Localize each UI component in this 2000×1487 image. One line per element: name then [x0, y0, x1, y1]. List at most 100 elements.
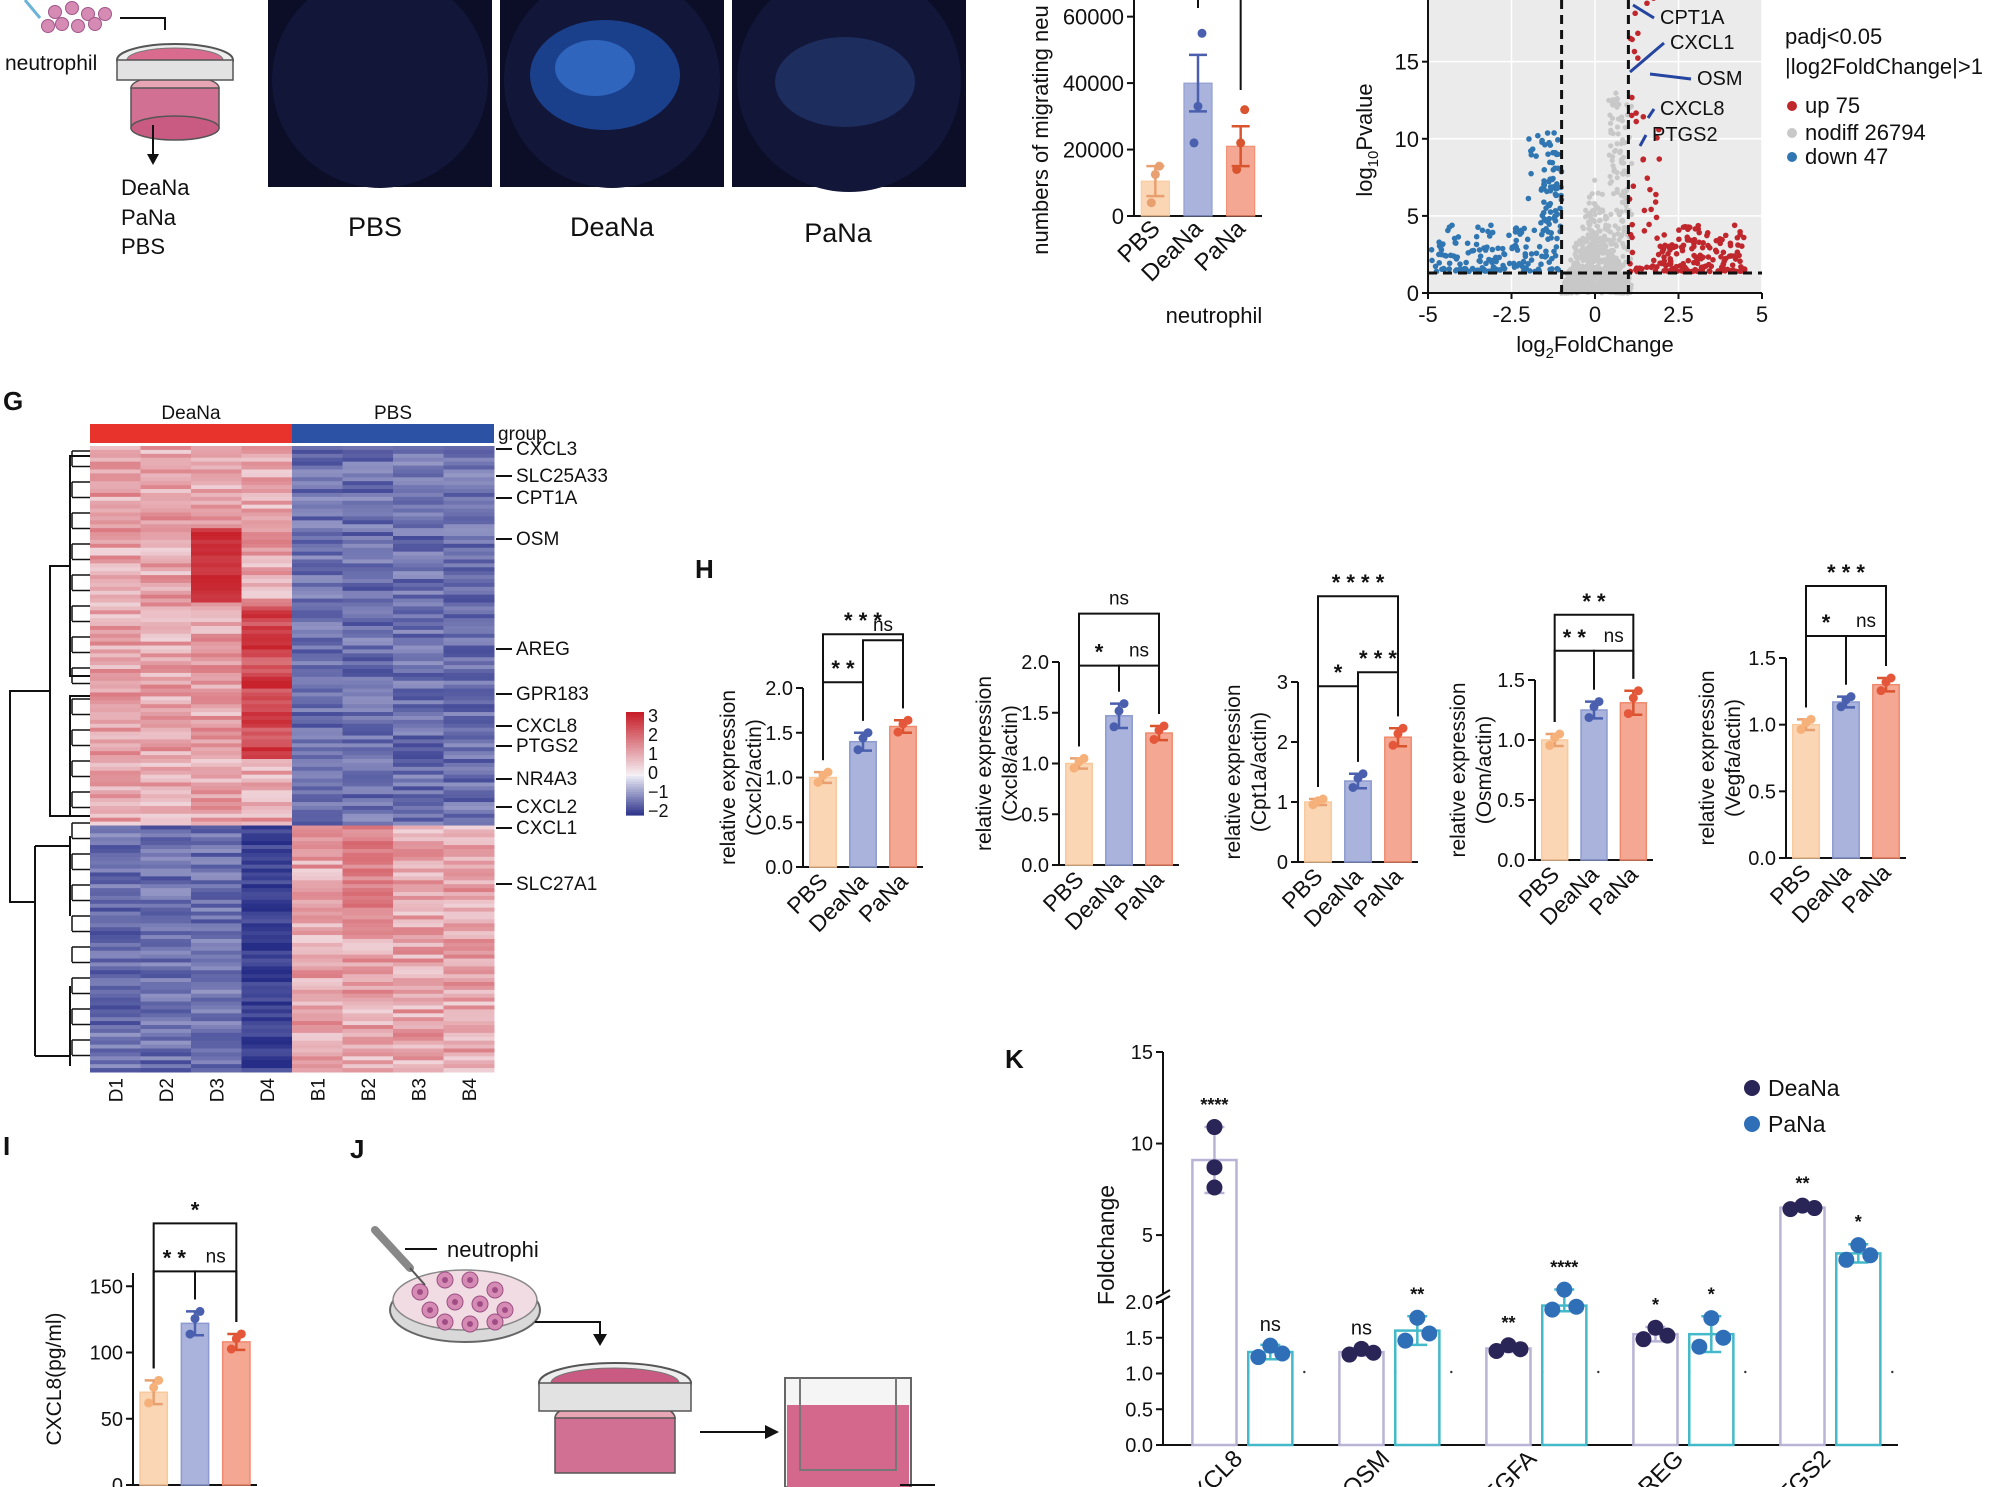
up-point: [1727, 242, 1734, 249]
y-axis-label: relative expression: [1696, 670, 1719, 845]
data-point: [1114, 706, 1124, 716]
up-point: [1631, 48, 1638, 55]
data-point: [1193, 101, 1203, 111]
y-axis-label-gene: (Cpt1a/actin): [1248, 712, 1271, 832]
y-axis-label-gene: (Osm/actin): [1473, 716, 1496, 825]
cell: [81, 7, 95, 21]
significance-bracket: [1317, 595, 1399, 787]
significance-label: ns: [1856, 611, 1876, 632]
bar-deana-areg: [1632, 1332, 1679, 1447]
data-point: [144, 1398, 154, 1408]
panel-label-j: J: [350, 1134, 364, 1164]
down-point: [1524, 236, 1531, 243]
y-tick-label: 15: [1131, 1042, 1153, 1064]
legend-entry: down 47: [1805, 144, 1888, 169]
significance-label: *: [191, 1197, 200, 1222]
significance-label: ****: [1200, 1095, 1228, 1115]
heatmap-column-label: D3: [207, 1078, 228, 1102]
scale-tick: −1: [648, 782, 669, 802]
down-point: [1520, 258, 1527, 265]
up-point: [1635, 30, 1641, 37]
bar-deana-ptgs2: [1779, 1206, 1826, 1447]
down-point: [1457, 261, 1463, 267]
data-point: [1691, 1338, 1708, 1355]
down-point: [1538, 219, 1544, 226]
up-point: [1731, 222, 1738, 229]
down-point: [1518, 229, 1525, 236]
down-point: [1501, 251, 1507, 257]
y-tick-label: 1.5: [1021, 703, 1049, 725]
data-point: [1796, 724, 1806, 734]
up-point: [1695, 255, 1702, 261]
bar-deana-osm: [1338, 1350, 1385, 1447]
scale-tick: −2: [648, 801, 669, 821]
y-tick-label: 0.0: [1497, 850, 1525, 872]
y-tick-label: 20000: [1063, 138, 1124, 163]
bar-deana: [849, 740, 877, 868]
data-point: [1250, 1349, 1267, 1366]
up-point: [1628, 112, 1635, 119]
pipette: [371, 1226, 414, 1272]
up-point: [1657, 243, 1664, 250]
significance-label: *: [1822, 610, 1831, 635]
data-point: [1353, 1340, 1370, 1357]
bar-deana: [1832, 701, 1860, 859]
heatmap-column-label: D2: [157, 1078, 178, 1102]
down-point: [1533, 250, 1540, 257]
data-point: [823, 767, 833, 777]
x-tick-label: CXCL8: [1174, 1445, 1248, 1487]
bar-pana-ptgs2: [1835, 1252, 1882, 1447]
up-point: [1685, 226, 1691, 233]
data-point: [1782, 1201, 1799, 1218]
down-point: [1450, 253, 1457, 259]
up-point: [1633, 110, 1639, 116]
y-axis-label-gene: (Cxcl2/actin): [743, 719, 766, 836]
down-point: [1495, 245, 1501, 252]
data-point: [149, 1382, 159, 1392]
heatmap-column-label: B1: [308, 1078, 329, 1101]
significance-label: *: [1855, 1212, 1862, 1232]
transwell-top: [116, 43, 234, 141]
bar-pana: [1872, 683, 1900, 859]
data-point: [1862, 1247, 1879, 1264]
data-point: [1850, 1237, 1867, 1254]
panel-label-h: H: [695, 554, 714, 584]
legend-deana: DeaNa: [1768, 1075, 1840, 1101]
data-point: [195, 1306, 205, 1316]
down-point: [1522, 251, 1529, 257]
down-point: [1511, 264, 1518, 270]
well-label-pana: PaNa: [804, 218, 873, 248]
x-axis-label: log2FoldChange: [1516, 332, 1674, 362]
volcano-plot: -5 -2.5 0 2.5 5 0 5 10 15 log2FoldChange log10Pval…: [1352, 0, 1983, 362]
bar-deana: [1105, 715, 1133, 866]
data-point: [1079, 753, 1089, 763]
y-tick-label: 1.0: [1497, 730, 1525, 752]
gene-label: CXCL8: [1660, 98, 1724, 120]
significance-label: ns: [1129, 641, 1149, 662]
data-point: [1628, 693, 1638, 703]
bar-pbs: [809, 776, 837, 868]
up-point: [1704, 232, 1710, 239]
data-point: [863, 728, 873, 738]
up-point: [1676, 227, 1682, 233]
significance-bracket: [1317, 685, 1359, 787]
y-tick-label: 2.0: [1125, 1292, 1153, 1314]
down-point: [1429, 257, 1435, 264]
up-point: [1737, 228, 1743, 235]
up-point: [1680, 224, 1687, 231]
up-point: [1632, 10, 1638, 17]
significance-bracket: [1553, 613, 1635, 722]
down-point: [1554, 265, 1561, 272]
down-point: [1432, 263, 1439, 270]
y-tick-label: 0.0: [1021, 855, 1049, 877]
up-point: [1738, 264, 1744, 270]
significance-bracket: [1078, 612, 1160, 747]
up-point: [1679, 245, 1685, 251]
down-point: [1489, 229, 1496, 236]
data-point: [1886, 673, 1896, 683]
y-tick-label: 0.0: [1125, 1435, 1153, 1457]
significance-label: ns: [873, 615, 893, 636]
